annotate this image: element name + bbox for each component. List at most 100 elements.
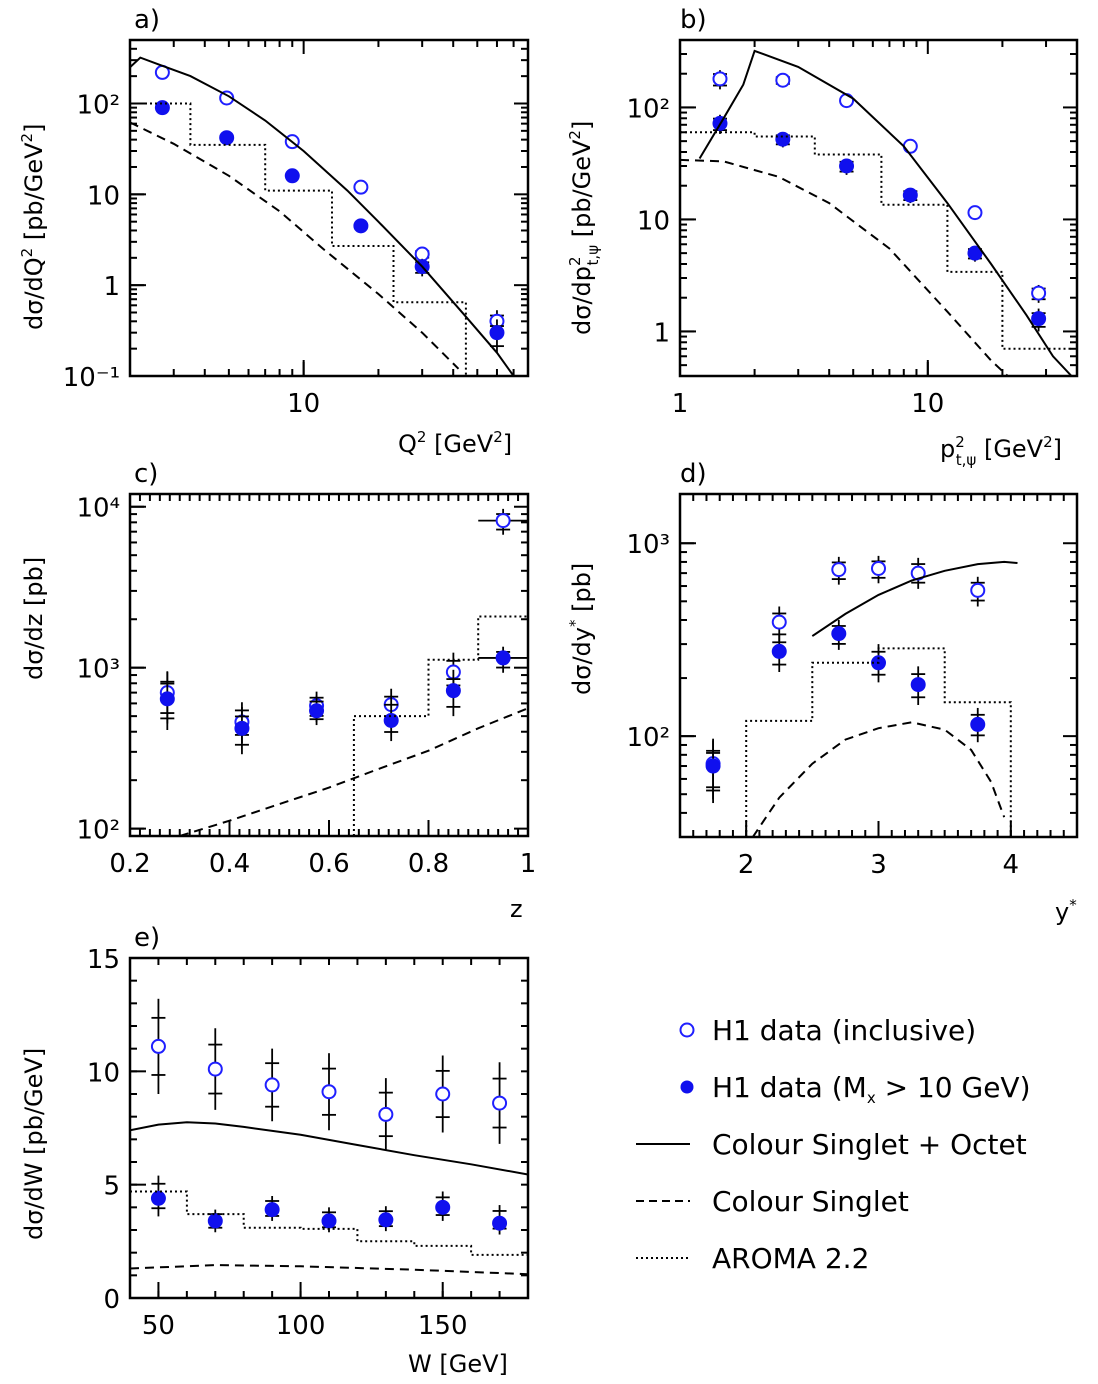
data-point-open [492, 1095, 508, 1111]
x-tick-label: 0.4 [209, 849, 250, 879]
data-point-open [902, 138, 918, 154]
data-point-open [771, 614, 787, 630]
panel-d-label: d) [680, 459, 707, 489]
curve-colour-singlet [751, 721, 1006, 837]
data-point-filled [492, 1215, 508, 1231]
x-tick-label: 10 [911, 389, 944, 419]
panel-b-frame [678, 38, 1079, 378]
x-tick-label: 3 [870, 850, 887, 880]
data-point-filled [839, 158, 855, 174]
panel-a-frame [128, 38, 530, 378]
data-point-open [871, 560, 886, 576]
y-tick-label: 10² [76, 90, 120, 120]
data-point-open [967, 205, 983, 221]
data-point-open [435, 1086, 451, 1102]
data-point-open [775, 72, 791, 88]
panel-e-label: e) [134, 923, 160, 953]
data-point-open [378, 1106, 394, 1122]
curve-colour-singlet-octet [130, 1121, 528, 1176]
panel-c-plot [159, 508, 528, 836]
data-point-filled [234, 720, 250, 736]
curve-colour-singlet [130, 1264, 528, 1276]
y-tick-label: 10² [626, 94, 670, 124]
data-point-filled [378, 1212, 394, 1228]
panel-b-ylabel: dσ/dp2t,ψ [pb/GeV2] [566, 121, 602, 335]
data-point-open [264, 1077, 280, 1093]
y-tick-label: 5 [103, 1172, 120, 1202]
panel-e-plot [130, 998, 528, 1276]
data-point-open [495, 513, 511, 529]
legend-open-marker [679, 1022, 695, 1038]
panel-e: e) 50 100 150 0 5 10 15 W [GeV] dσ/dW [pb/GeV] [20, 923, 530, 1378]
x-tick-label: 0.8 [408, 849, 449, 879]
data-point-filled [970, 716, 986, 732]
data-point-open [414, 246, 430, 262]
data-point-filled [264, 1202, 280, 1218]
panel-d-ylabel: dσ/dy* [pb] [566, 563, 596, 695]
panel-a: a) 10 10⁻¹ 1 10 10² Q2 [GeV2] dσ/dQ2 [pb/GeV… [18, 5, 530, 458]
data-point-filled [1031, 311, 1047, 327]
panel-d-axes: 2 3 4 10² 10³ [626, 494, 1078, 880]
data-point-filled [353, 218, 369, 234]
data-point-filled [831, 626, 847, 642]
y-tick-label: 10³ [626, 530, 670, 560]
x-tick-label: 1 [520, 849, 537, 879]
x-tick-label: 4 [1003, 850, 1020, 880]
data-point-filled [910, 677, 926, 693]
y-tick-label: 10² [626, 723, 670, 753]
y-tick-label: 10 [87, 181, 120, 211]
panel-c-axes: 0.2 0.4 0.6 0.8 1 10² 10³ 10⁴ [76, 494, 536, 879]
data-point-filled [159, 691, 175, 707]
x-tick-label: 100 [276, 1311, 326, 1341]
x-tick-label: 150 [418, 1311, 468, 1341]
x-tick-label: 2 [738, 850, 755, 880]
data-point-filled [775, 131, 791, 147]
data-point-filled [489, 325, 505, 341]
panel-e-ylabel: dσ/dW [pb/GeV] [20, 1048, 48, 1240]
curve-aroma-2-2 [130, 1190, 528, 1256]
legend-solid-label: Colour Singlet + Octet [712, 1128, 1027, 1161]
data-point-filled [435, 1199, 451, 1215]
curve-colour-singlet [680, 158, 1009, 376]
curve-colour-singlet [179, 707, 528, 836]
panel-e-xlabel: W [GeV] [408, 1350, 508, 1378]
data-point-open [970, 582, 986, 598]
panel-a-ylabel: dσ/dQ2 [pb/GeV2] [18, 124, 48, 330]
data-point-open [831, 562, 847, 578]
legend-filled-marker [680, 1080, 694, 1094]
y-tick-label: 1 [653, 318, 670, 348]
data-point-filled [445, 683, 461, 699]
panel-c-frame [128, 492, 530, 838]
panel-a-label: a) [134, 5, 160, 35]
data-point-filled [321, 1213, 337, 1229]
panel-d-plot [705, 555, 1018, 837]
legend-dashed-label: Colour Singlet [712, 1185, 909, 1218]
curve-colour-singlet-octet [698, 49, 1073, 376]
data-point-filled [705, 758, 721, 774]
x-tick-label: 50 [142, 1311, 175, 1341]
panel-b-xlabel: p2 t,ψ [GeV2] [940, 433, 1062, 469]
curve-aroma-2-2 [680, 131, 1072, 350]
data-point-filled [495, 650, 511, 666]
legend-open-label: H1 data (inclusive) [712, 1014, 976, 1047]
panel-e-axes: 50 100 150 0 5 10 15 [87, 945, 529, 1341]
data-point-filled [219, 130, 235, 146]
curve-colour-singlet-octet [811, 560, 1018, 637]
data-point-open [1031, 285, 1047, 301]
legend-dotted-label: AROMA 2.2 [712, 1242, 869, 1275]
curve-colour-singlet-octet [130, 56, 515, 376]
y-tick-label: 10³ [76, 655, 120, 685]
panel-a-xlabel: Q2 [GeV2] [398, 428, 512, 458]
panel-b-axes: 1 10 1 10 10² [626, 39, 1078, 419]
curve-aroma-2-2 [352, 615, 528, 836]
legend: H1 data (inclusive) H1 data (Mx > 10 GeV… [636, 1014, 1031, 1275]
panel-c: c) 0.2 0.4 0.6 0.8 1 10² 10³ 10⁴ z dσ/dz [pb] [20, 459, 536, 923]
x-tick-label: 1 [672, 389, 689, 419]
x-tick-label: 10 [287, 389, 320, 419]
legend-filled-label: H1 data (Mx > 10 GeV) [712, 1071, 1031, 1107]
y-tick-label: 10 [87, 1058, 120, 1088]
data-point-filled [967, 245, 983, 261]
y-tick-label: 10 [637, 206, 670, 236]
data-point-open [712, 71, 728, 87]
data-point-open [353, 179, 369, 195]
